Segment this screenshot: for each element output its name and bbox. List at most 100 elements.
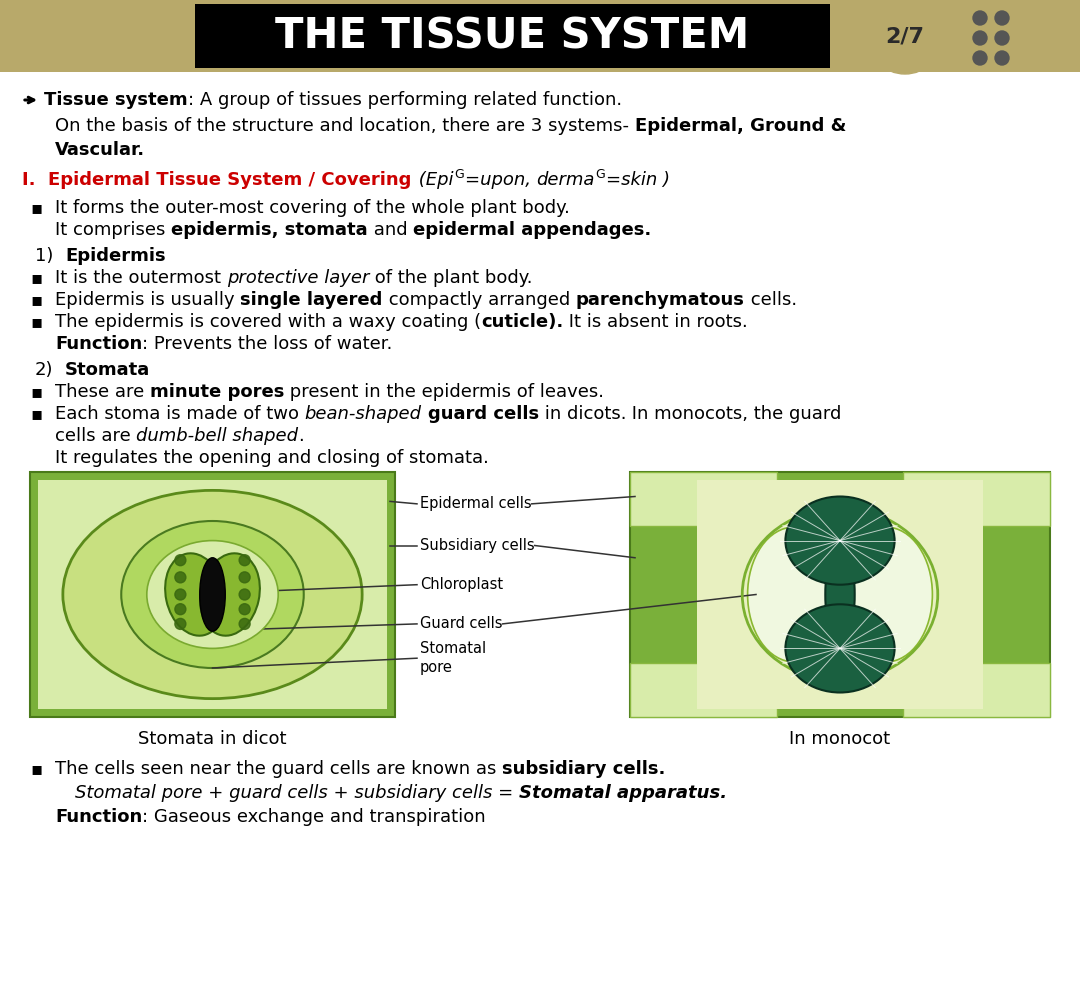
Ellipse shape — [840, 527, 932, 662]
Text: present in the epidermis of leaves.: present in the epidermis of leaves. — [284, 383, 605, 401]
Text: cells are: cells are — [55, 427, 136, 445]
Text: guard cells: guard cells — [428, 405, 539, 423]
Bar — [195, 4, 831, 68]
Text: cuticle).: cuticle). — [481, 313, 564, 331]
Text: The epidermis is covered with a waxy coating (: The epidermis is covered with a waxy coa… — [55, 313, 481, 331]
Ellipse shape — [63, 490, 362, 698]
Text: ▪: ▪ — [30, 269, 42, 287]
Text: Stomatal
pore: Stomatal pore — [420, 641, 486, 675]
Bar — [630, 472, 777, 526]
Circle shape — [995, 11, 1009, 25]
Text: Subsidiary cells: Subsidiary cells — [420, 538, 535, 553]
Bar — [0, 0, 1080, 72]
Ellipse shape — [107, 588, 216, 683]
Text: ▪: ▪ — [30, 199, 42, 217]
Text: Epidermal, Ground &: Epidermal, Ground & — [635, 117, 846, 135]
Text: G: G — [595, 167, 605, 180]
Circle shape — [995, 51, 1009, 65]
Text: ▪: ▪ — [30, 313, 42, 331]
Text: protective layer: protective layer — [227, 269, 369, 287]
Text: Stomatal pore + guard cells + subsidiary cells =: Stomatal pore + guard cells + subsidiary… — [75, 784, 519, 802]
Text: Stomata in dicot: Stomata in dicot — [138, 730, 287, 748]
Text: It regulates the opening and closing of stomata.: It regulates the opening and closing of … — [55, 449, 489, 467]
Text: 2): 2) — [35, 361, 54, 379]
Ellipse shape — [121, 521, 303, 668]
Text: ▪: ▪ — [30, 760, 42, 778]
Circle shape — [973, 31, 987, 45]
Text: of the plant body.: of the plant body. — [369, 269, 532, 287]
Text: compactly arranged: compactly arranged — [382, 291, 576, 309]
Text: epidermis, stomata: epidermis, stomata — [171, 221, 368, 239]
Text: I.  Epidermal Tissue System / Covering: I. Epidermal Tissue System / Covering — [22, 171, 411, 189]
Text: minute pores: minute pores — [150, 383, 284, 401]
Circle shape — [175, 572, 186, 583]
Ellipse shape — [208, 506, 319, 601]
Ellipse shape — [208, 588, 319, 683]
Text: Stomata: Stomata — [65, 361, 150, 379]
Text: On the basis of the structure and location, there are 3 systems-: On the basis of the structure and locati… — [55, 117, 635, 135]
Text: It forms the outer-most covering of the whole plant body.: It forms the outer-most covering of the … — [55, 199, 570, 217]
Text: The cells seen near the guard cells are known as: The cells seen near the guard cells are … — [55, 760, 502, 778]
Text: (Epi: (Epi — [414, 171, 454, 189]
Circle shape — [175, 555, 186, 566]
Text: parenchymatous: parenchymatous — [576, 291, 744, 309]
Text: : Gaseous exchange and transpiration: : Gaseous exchange and transpiration — [143, 808, 486, 826]
Text: in dicots.: in dicots. — [539, 405, 626, 423]
Text: =skin ): =skin ) — [606, 171, 670, 189]
Text: Epidermal cells: Epidermal cells — [420, 496, 531, 511]
Text: Tissue system: Tissue system — [44, 91, 188, 109]
Text: subsidiary cells.: subsidiary cells. — [502, 760, 665, 778]
Circle shape — [867, 0, 943, 74]
Circle shape — [175, 589, 186, 600]
Text: THE TISSUE SYSTEM: THE TISSUE SYSTEM — [275, 15, 750, 57]
Text: Guard cells: Guard cells — [420, 616, 502, 631]
Text: In monocot: In monocot — [789, 730, 891, 748]
Text: single layered: single layered — [241, 291, 382, 309]
Circle shape — [239, 589, 251, 600]
Text: 1): 1) — [35, 247, 53, 265]
Text: It comprises: It comprises — [55, 221, 171, 239]
Text: bean-shaped: bean-shaped — [305, 405, 422, 423]
Text: In monocots, the guard: In monocots, the guard — [626, 405, 841, 423]
Text: Chloroplast: Chloroplast — [420, 577, 503, 592]
Ellipse shape — [147, 541, 279, 648]
Ellipse shape — [200, 558, 226, 631]
Text: ▪: ▪ — [30, 383, 42, 401]
Ellipse shape — [165, 553, 225, 635]
Bar — [30, 472, 395, 717]
Text: 2/7: 2/7 — [886, 26, 924, 46]
Text: Epidermis: Epidermis — [65, 247, 165, 265]
Ellipse shape — [785, 497, 894, 585]
Text: .: . — [298, 427, 305, 445]
Ellipse shape — [200, 553, 260, 635]
Bar — [38, 480, 387, 709]
Text: epidermal appendages.: epidermal appendages. — [414, 221, 651, 239]
Ellipse shape — [825, 541, 854, 648]
Text: Each stoma is made of two: Each stoma is made of two — [55, 405, 305, 423]
Bar — [903, 472, 1050, 526]
Circle shape — [995, 31, 1009, 45]
Text: These are: These are — [55, 383, 150, 401]
Text: Stomatal apparatus.: Stomatal apparatus. — [519, 784, 727, 802]
Bar — [630, 472, 1050, 717]
Bar — [630, 663, 777, 717]
Text: It is the outermost: It is the outermost — [55, 269, 227, 287]
Ellipse shape — [785, 604, 894, 692]
Circle shape — [175, 603, 186, 614]
Text: : Prevents the loss of water.: : Prevents the loss of water. — [143, 335, 393, 353]
Text: =upon,: =upon, — [464, 171, 537, 189]
Circle shape — [239, 555, 251, 566]
Circle shape — [239, 618, 251, 629]
Text: Epidermis is usually: Epidermis is usually — [55, 291, 241, 309]
Text: cells.: cells. — [744, 291, 797, 309]
Text: and: and — [368, 221, 414, 239]
Text: Vascular.: Vascular. — [55, 141, 145, 159]
Bar — [698, 480, 983, 709]
Text: It is absent in roots.: It is absent in roots. — [564, 313, 748, 331]
Circle shape — [175, 618, 186, 629]
Ellipse shape — [107, 506, 216, 601]
Text: Function: Function — [55, 808, 143, 826]
Text: : A group of tissues performing related function.: : A group of tissues performing related … — [188, 91, 622, 109]
Text: derma: derma — [537, 171, 595, 189]
Circle shape — [973, 51, 987, 65]
